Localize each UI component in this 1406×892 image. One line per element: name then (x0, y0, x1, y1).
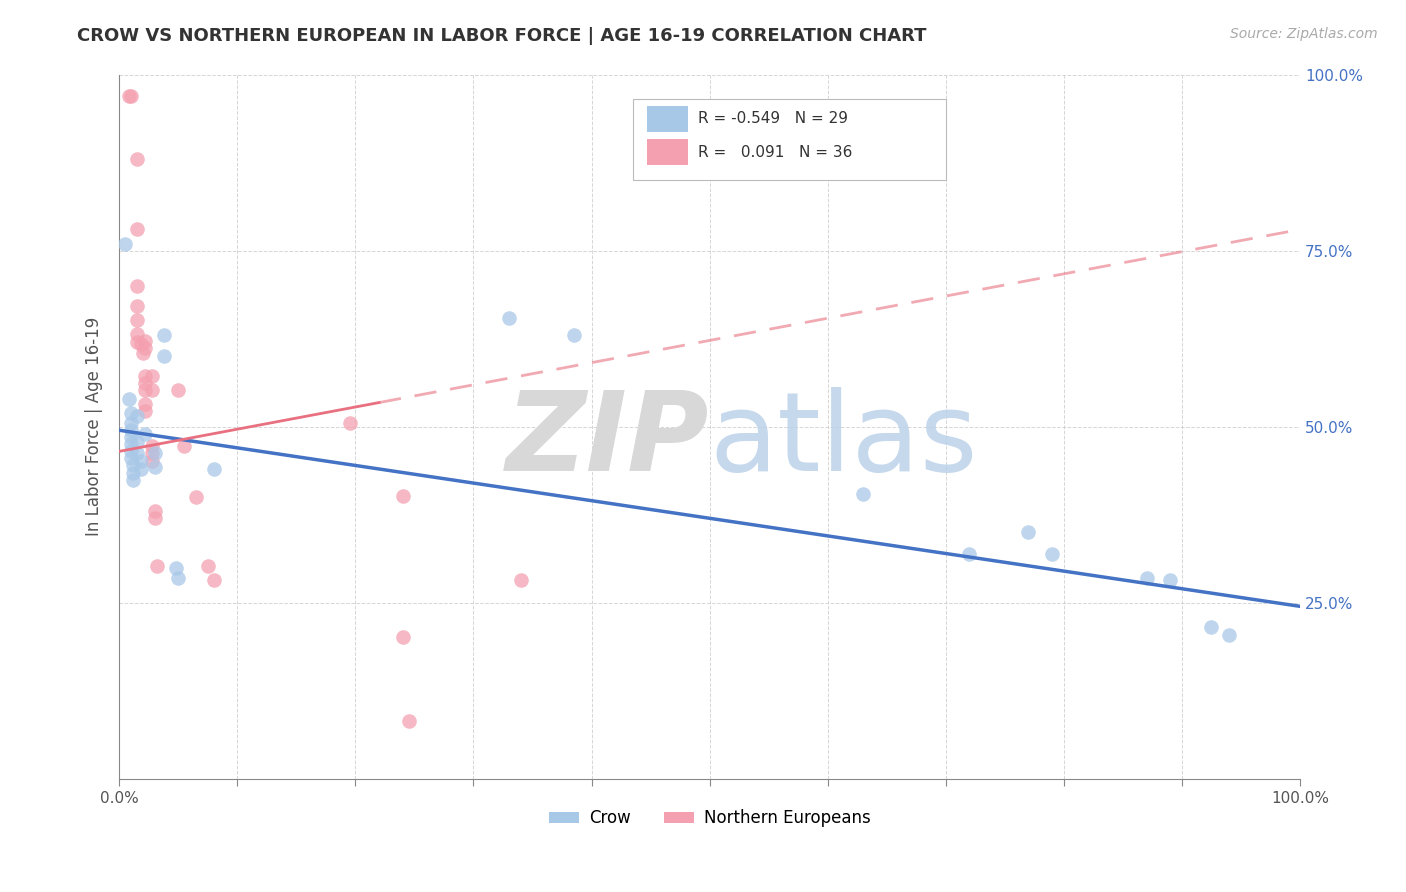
Point (141, 453, 163, 467)
Point (125, 222, 148, 236)
Point (129, 462, 152, 476)
Point (391, 489, 413, 503)
Point (134, 376, 156, 390)
Point (122, 473, 145, 487)
Point (129, 336, 152, 351)
Point (146, 559, 169, 574)
Text: atlas: atlas (710, 387, 979, 494)
Point (132, 345, 155, 359)
Point (167, 383, 190, 397)
Point (398, 714, 420, 728)
Point (141, 383, 163, 397)
Legend: Crow, Northern Europeans: Crow, Northern Europeans (543, 803, 877, 834)
Bar (633, 99, 946, 180)
Point (134, 334, 156, 348)
Point (509, 574, 531, 588)
Point (1159, 574, 1181, 588)
Text: ZIP: ZIP (506, 387, 710, 494)
Point (134, 369, 156, 384)
Point (339, 416, 361, 430)
Point (143, 504, 166, 518)
Point (562, 328, 585, 343)
Point (120, 451, 142, 466)
Point (153, 349, 176, 363)
Point (125, 409, 148, 424)
Text: CROW VS NORTHERN EUROPEAN IN LABOR FORCE | AGE 16-19 CORRELATION CHART: CROW VS NORTHERN EUROPEAN IN LABOR FORCE… (77, 27, 927, 45)
Point (134, 383, 156, 397)
Point (143, 511, 166, 525)
Point (498, 310, 520, 325)
Point (125, 312, 148, 326)
Point (118, 392, 141, 406)
Point (1218, 627, 1240, 641)
Text: R = -0.549   N = 29: R = -0.549 N = 29 (697, 112, 848, 127)
Point (125, 326, 148, 341)
Point (120, 88, 142, 103)
Point (125, 299, 148, 313)
Point (391, 630, 413, 644)
Point (1201, 620, 1223, 634)
Point (957, 547, 980, 561)
Point (134, 397, 156, 411)
Point (122, 458, 145, 473)
Point (143, 459, 166, 474)
Point (118, 88, 141, 103)
Point (197, 559, 219, 574)
Point (120, 430, 142, 444)
Text: Source: ZipAtlas.com: Source: ZipAtlas.com (1230, 27, 1378, 41)
Point (165, 560, 187, 574)
Point (202, 462, 225, 476)
Point (852, 486, 875, 500)
Point (125, 446, 148, 460)
Point (120, 423, 142, 437)
Point (120, 416, 142, 430)
Point (120, 406, 142, 420)
Point (141, 369, 163, 384)
Point (120, 437, 142, 451)
Point (202, 574, 225, 588)
Point (125, 335, 148, 350)
Bar (647, 105, 689, 132)
Point (1017, 525, 1039, 540)
Point (134, 426, 156, 441)
Text: R =   0.091   N = 36: R = 0.091 N = 36 (697, 145, 852, 160)
Point (122, 466, 145, 480)
Point (153, 328, 176, 343)
Point (143, 446, 166, 460)
Point (114, 236, 136, 251)
Point (129, 453, 152, 467)
Point (173, 439, 195, 453)
Point (134, 341, 156, 355)
Point (134, 404, 156, 418)
Point (1040, 547, 1063, 561)
Bar (647, 138, 689, 165)
Point (167, 571, 190, 585)
Point (125, 435, 148, 450)
Y-axis label: In Labor Force | Age 16-19: In Labor Force | Age 16-19 (86, 317, 103, 536)
Point (125, 278, 148, 293)
Point (1135, 571, 1157, 585)
Point (125, 152, 148, 166)
Point (120, 444, 142, 458)
Point (184, 490, 207, 504)
Point (141, 446, 163, 460)
Point (141, 439, 163, 453)
